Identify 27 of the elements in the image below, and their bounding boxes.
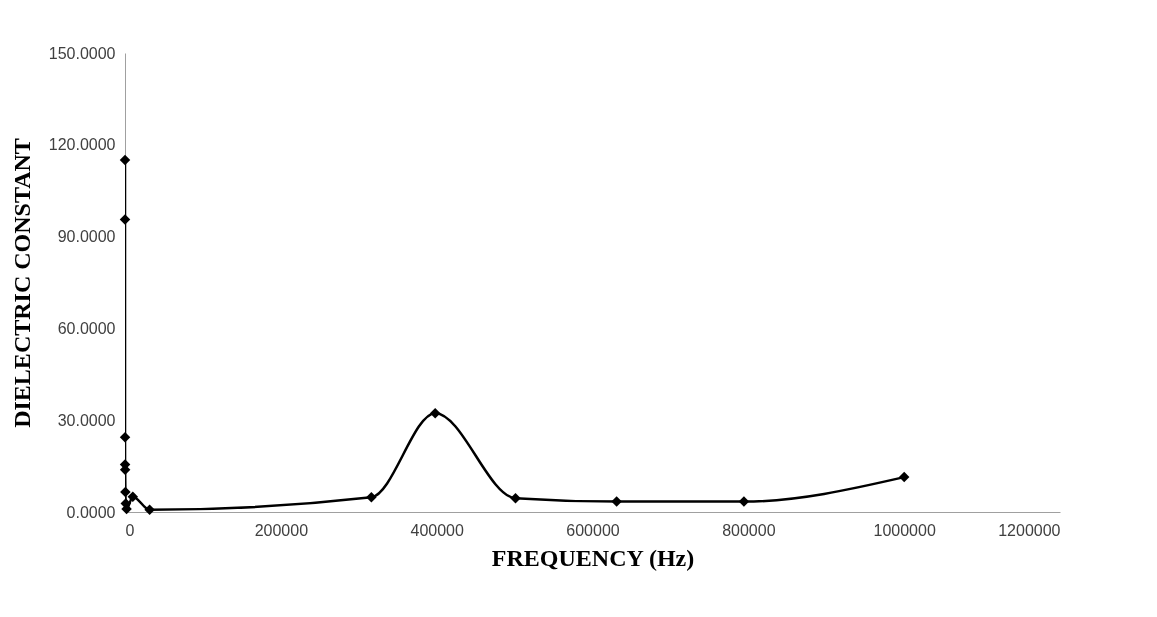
point — [366, 492, 377, 503]
x-tick-label: 600000 — [566, 521, 620, 539]
point — [119, 154, 131, 166]
point — [738, 496, 750, 507]
y-tick-label: 90.0000 — [57, 228, 116, 246]
x-tick-label: 1200000 — [998, 521, 1061, 539]
point — [429, 407, 441, 419]
point — [898, 471, 910, 483]
point — [144, 504, 155, 516]
x-axis-title: FREQUENCY (Hz) — [491, 544, 695, 571]
x-tick-label: 400000 — [410, 521, 464, 539]
y-tick-label: 0.0000 — [66, 503, 116, 521]
x-tick-label: 800000 — [722, 521, 776, 539]
y-tick-label: 30.0000 — [57, 411, 116, 429]
point — [611, 496, 622, 507]
x-tick-label: 1000000 — [873, 521, 936, 539]
x-tick-label: 0 — [125, 521, 135, 539]
point — [119, 214, 131, 225]
y-tick-label: 150.0000 — [48, 44, 116, 62]
point — [120, 486, 131, 498]
x-tick-label: 200000 — [254, 521, 309, 539]
point — [510, 492, 521, 504]
y-tick-label: 120.0000 — [48, 136, 116, 154]
point — [119, 432, 131, 443]
point — [127, 491, 139, 502]
y-axis-title: DIELECTRIC CONSTANT — [8, 138, 35, 428]
y-tick-label: 60.0000 — [57, 319, 116, 337]
